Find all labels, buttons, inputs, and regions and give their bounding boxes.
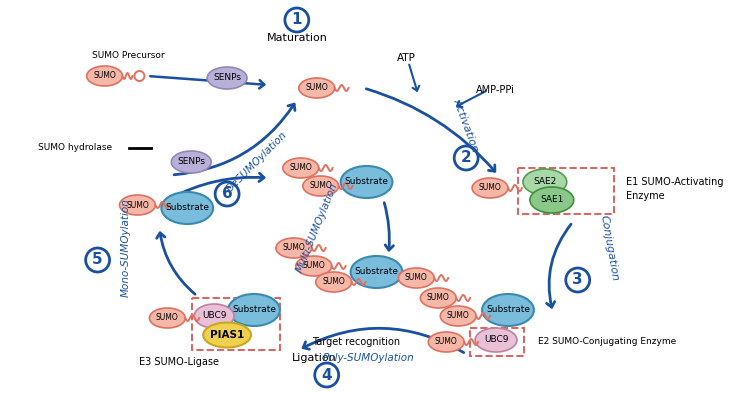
- Text: SUMO: SUMO: [290, 163, 312, 173]
- Text: 4: 4: [322, 367, 332, 382]
- Text: DeSUMOylation: DeSUMOylation: [225, 130, 290, 194]
- Ellipse shape: [207, 67, 247, 89]
- Text: SUMO: SUMO: [93, 72, 116, 81]
- Text: SUMO hydrolase: SUMO hydrolase: [38, 143, 112, 152]
- Text: E3 SUMO-Ligase: E3 SUMO-Ligase: [140, 357, 219, 367]
- Ellipse shape: [161, 192, 213, 224]
- Text: SENPs: SENPs: [177, 158, 206, 167]
- Ellipse shape: [171, 151, 211, 173]
- Text: SUMO: SUMO: [309, 182, 332, 191]
- Ellipse shape: [283, 158, 319, 178]
- Text: SENPs: SENPs: [213, 73, 241, 83]
- Text: 1: 1: [292, 13, 302, 28]
- Text: E1 SUMO-Activating: E1 SUMO-Activating: [626, 177, 723, 187]
- Text: SUMO: SUMO: [447, 312, 470, 321]
- Ellipse shape: [428, 332, 464, 352]
- Text: Multi-SUMOylation: Multi-SUMOylation: [294, 182, 339, 274]
- Ellipse shape: [472, 178, 508, 198]
- Text: SUMO: SUMO: [427, 294, 450, 303]
- Ellipse shape: [303, 176, 339, 196]
- Text: Substrate: Substrate: [165, 204, 209, 213]
- Text: SUMO: SUMO: [435, 338, 457, 347]
- Text: SUMO: SUMO: [126, 200, 148, 209]
- Ellipse shape: [340, 166, 392, 198]
- Text: SAE2: SAE2: [533, 178, 556, 187]
- Ellipse shape: [203, 323, 251, 347]
- Text: Conjugation: Conjugation: [598, 214, 620, 282]
- Text: Substrate: Substrate: [486, 305, 530, 314]
- Text: 3: 3: [572, 272, 583, 288]
- Text: Enzyme: Enzyme: [626, 191, 664, 201]
- Text: UBC9: UBC9: [202, 312, 226, 321]
- Text: SUMO: SUMO: [283, 244, 305, 252]
- Text: PIAS1: PIAS1: [210, 330, 244, 340]
- Text: SUMO Precursor: SUMO Precursor: [92, 51, 164, 61]
- Text: UBC9: UBC9: [484, 336, 508, 345]
- Text: 2: 2: [460, 151, 472, 165]
- Text: Substrate: Substrate: [344, 178, 388, 187]
- Text: SUMO: SUMO: [305, 83, 328, 92]
- Ellipse shape: [296, 256, 332, 276]
- Ellipse shape: [87, 66, 122, 86]
- Text: E2 SUMO-Conjugating Enzyme: E2 SUMO-Conjugating Enzyme: [538, 338, 676, 347]
- Ellipse shape: [194, 304, 234, 328]
- Text: Activation: Activation: [452, 97, 481, 153]
- Text: Substrate: Substrate: [232, 305, 276, 314]
- Text: SUMO: SUMO: [405, 274, 427, 283]
- Ellipse shape: [398, 268, 434, 288]
- Text: SUMO: SUMO: [478, 184, 502, 193]
- Text: Mono-SUMOylation: Mono-SUMOylation: [121, 198, 130, 298]
- Text: Substrate: Substrate: [355, 268, 398, 277]
- Text: 6: 6: [222, 187, 232, 202]
- Text: AMP-PPi: AMP-PPi: [476, 85, 515, 95]
- Ellipse shape: [316, 272, 352, 292]
- Text: SUMO: SUMO: [322, 277, 345, 286]
- Ellipse shape: [440, 306, 476, 326]
- Text: SUMO: SUMO: [156, 314, 178, 323]
- Ellipse shape: [523, 169, 567, 195]
- Ellipse shape: [228, 294, 280, 326]
- Text: Ligation: Ligation: [292, 353, 336, 363]
- Text: 5: 5: [92, 252, 103, 268]
- Text: SUMO: SUMO: [302, 261, 326, 270]
- Text: SAE1: SAE1: [540, 195, 563, 204]
- Ellipse shape: [119, 195, 155, 215]
- Ellipse shape: [276, 238, 312, 258]
- Ellipse shape: [149, 308, 185, 328]
- Text: Poly-SUMOylation: Poly-SUMOylation: [322, 353, 415, 363]
- Text: Maturation: Maturation: [266, 33, 327, 43]
- Ellipse shape: [298, 78, 334, 98]
- Ellipse shape: [475, 328, 517, 352]
- Ellipse shape: [420, 288, 456, 308]
- Ellipse shape: [350, 256, 403, 288]
- Ellipse shape: [530, 187, 574, 213]
- Text: ATP: ATP: [397, 53, 416, 63]
- Ellipse shape: [482, 294, 534, 326]
- Text: Target recognition: Target recognition: [313, 337, 401, 347]
